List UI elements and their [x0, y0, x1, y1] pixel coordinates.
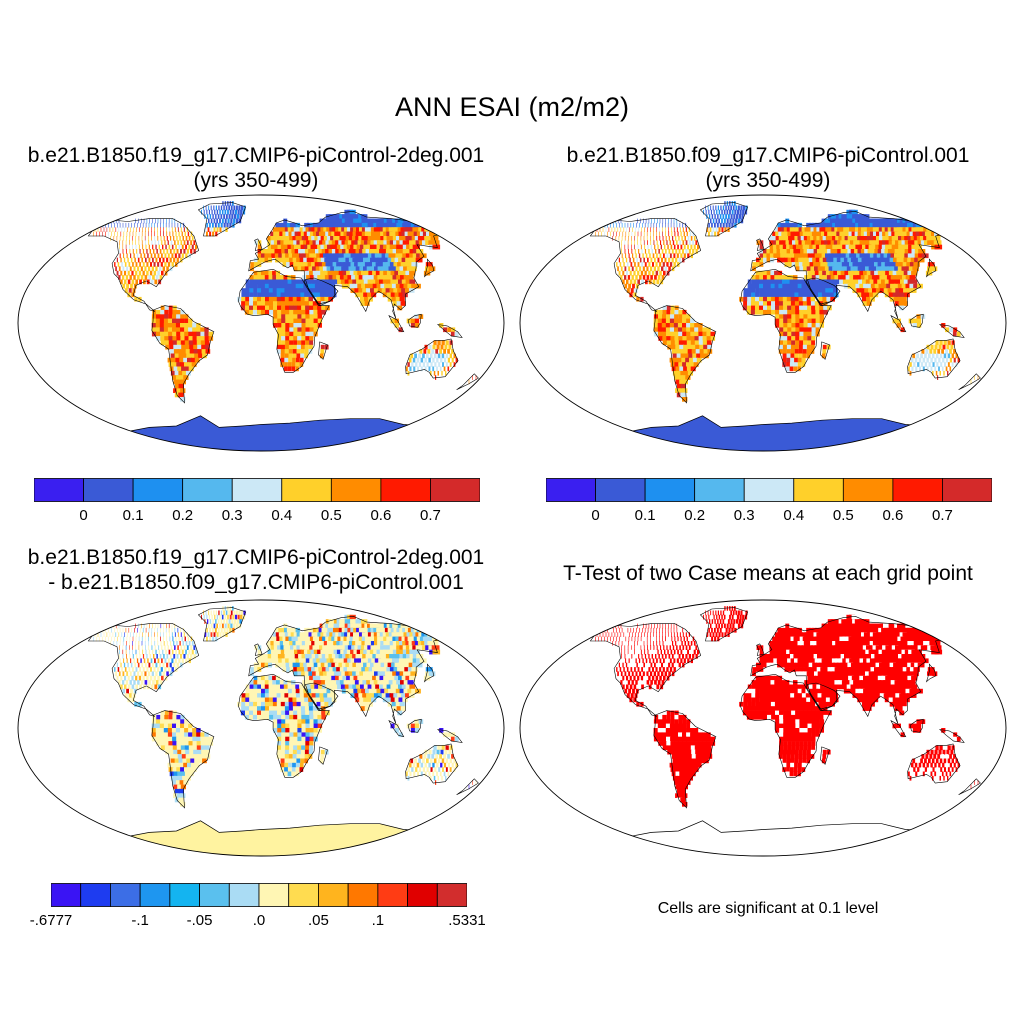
colorbar-tick-label: 0.5: [320, 507, 342, 524]
colorbar-swatch: [281, 478, 332, 502]
panel-title-case1-line1: b.e21.B1850.f19_g17.CMIP6-piControl-2deg…: [27, 144, 485, 167]
colorbar-tick-label: .0: [252, 912, 266, 929]
figure-title: ANN ESAI (m2/m2): [394, 92, 630, 122]
colorbar-tick-label: 0: [79, 507, 88, 524]
colorbar-diff-labels: -.6777 -.1 -.05 .0 .05 .1 .5331: [30, 912, 486, 932]
colorbar-tick-label: .1: [371, 912, 385, 929]
colorbar-tick-label: -.05: [186, 912, 213, 929]
colorbar-swatch: [743, 478, 795, 502]
colorbar-tick-label: 0.2: [172, 507, 194, 524]
colorbar-swatch: [110, 883, 141, 907]
antarctica-region: [86, 820, 432, 856]
colorbar-swatch: [139, 883, 171, 907]
colorbar-swatch: [430, 478, 480, 502]
colorbar-tick-label: 0.7: [932, 507, 953, 524]
colorbar-swatch: [892, 478, 943, 502]
colorbar-tick-label: .05: [307, 912, 329, 929]
colorbar-swatch: [51, 883, 82, 907]
colorbar-swatch: [318, 883, 349, 907]
colorbar-tick-label: 0.5: [832, 507, 854, 524]
colorbar-tick-label: 0.4: [783, 507, 805, 524]
colorbar-swatch: [80, 883, 111, 907]
panel-title-case2-line2: (yrs 350-499): [705, 169, 831, 192]
map-border: [519, 599, 1007, 857]
map-border: [17, 599, 505, 857]
colorbar-tick-label: 0.6: [882, 507, 904, 524]
colorbar-swatch: [288, 883, 319, 907]
colorbar-tick-label: 0.6: [370, 507, 392, 524]
colorbar-swatch: [228, 883, 260, 907]
antarctica-region: [588, 415, 934, 451]
colorbar-swatch: [231, 478, 283, 502]
colorbar-swatch: [380, 478, 431, 502]
panel-title-ttest-line1: T-Test of two Case means at each grid po…: [563, 562, 973, 585]
panel-title-case2-line1: b.e21.B1850.f09_g17.CMIP6-piControl.001: [566, 144, 970, 167]
map-grid-cells: [93, 201, 477, 402]
coastlines: [87, 202, 479, 404]
colorbar-swatch: [132, 478, 184, 502]
colorbar-swatch: [83, 478, 134, 502]
significance-note: Cells are significant at 0.1 level: [657, 900, 879, 917]
colorbar-tick-label: -.6777: [29, 912, 73, 929]
panel-title-ttest: T-Test of two Case means at each grid po…: [516, 561, 1020, 586]
colorbar-swatch: [842, 478, 894, 502]
panel-title-case1: b.e21.B1850.f19_g17.CMIP6-piControl-2deg…: [4, 143, 508, 193]
panel-title-case1-line2: (yrs 350-499): [193, 169, 319, 192]
panel-title-diff: b.e21.B1850.f19_g17.CMIP6-piControl-2deg…: [4, 545, 508, 595]
colorbar-swatch: [182, 478, 233, 502]
colorbar-swatch: [546, 478, 596, 502]
colorbar-tick-label: 0.4: [271, 507, 293, 524]
colorbar-tick-label: 0.1: [634, 507, 656, 524]
colorbar-swatch: [169, 883, 200, 907]
colorbar-case2: [546, 478, 992, 502]
colorbar-tick-label: 0.7: [420, 507, 441, 524]
map-grid-cells: [595, 201, 979, 402]
antarctica-region: [588, 820, 934, 856]
map-ttest: [519, 599, 1007, 857]
coastlines: [87, 607, 479, 809]
colorbar-swatch: [407, 883, 438, 907]
colorbar-swatch: [347, 883, 379, 907]
panel-title-diff-line1: b.e21.B1850.f19_g17.CMIP6-piControl-2deg…: [27, 546, 485, 569]
map-border: [519, 194, 1007, 452]
antarctica-region: [86, 415, 432, 451]
colorbar-case1: [34, 478, 480, 502]
colorbar-tick-label: .5331: [448, 912, 486, 929]
colorbar-swatch: [34, 478, 84, 502]
map-diff: [17, 599, 505, 857]
colorbar-tick-label: 0.2: [684, 507, 706, 524]
colorbar-tick-label: 0.1: [122, 507, 144, 524]
colorbar-swatch: [199, 883, 230, 907]
map-grid-cells: [595, 606, 979, 807]
colorbar-swatch: [330, 478, 382, 502]
colorbar-case2-labels: 0 0.1 0.2 0.3 0.4 0.5 0.6 0.7: [546, 507, 992, 527]
coastlines: [589, 607, 981, 809]
coastlines: [589, 202, 981, 404]
colorbar-tick-label: 0.3: [221, 507, 243, 524]
colorbar-tick-label: -.1: [131, 912, 149, 929]
colorbar-swatch: [644, 478, 696, 502]
panel-title-diff-line2: - b.e21.B1850.f09_g17.CMIP6-piControl.00…: [48, 571, 464, 594]
map-border: [17, 194, 505, 452]
colorbar-swatch: [258, 883, 290, 907]
colorbar-swatch: [595, 478, 646, 502]
colorbar-diff: [51, 883, 467, 907]
colorbar-swatch: [694, 478, 745, 502]
colorbar-swatch: [436, 883, 467, 907]
map-grid-cells: [93, 606, 477, 807]
colorbar-tick-label: 0: [591, 507, 600, 524]
colorbar-swatch: [942, 478, 992, 502]
colorbar-tick-label: 0.3: [733, 507, 755, 524]
colorbar-case1-labels: 0 0.1 0.2 0.3 0.4 0.5 0.6 0.7: [34, 507, 480, 527]
colorbar-swatch: [793, 478, 844, 502]
panel-title-case2: b.e21.B1850.f09_g17.CMIP6-piControl.001 …: [516, 143, 1020, 193]
map-case1: [17, 194, 505, 452]
map-case2: [519, 194, 1007, 452]
colorbar-swatch: [377, 883, 408, 907]
